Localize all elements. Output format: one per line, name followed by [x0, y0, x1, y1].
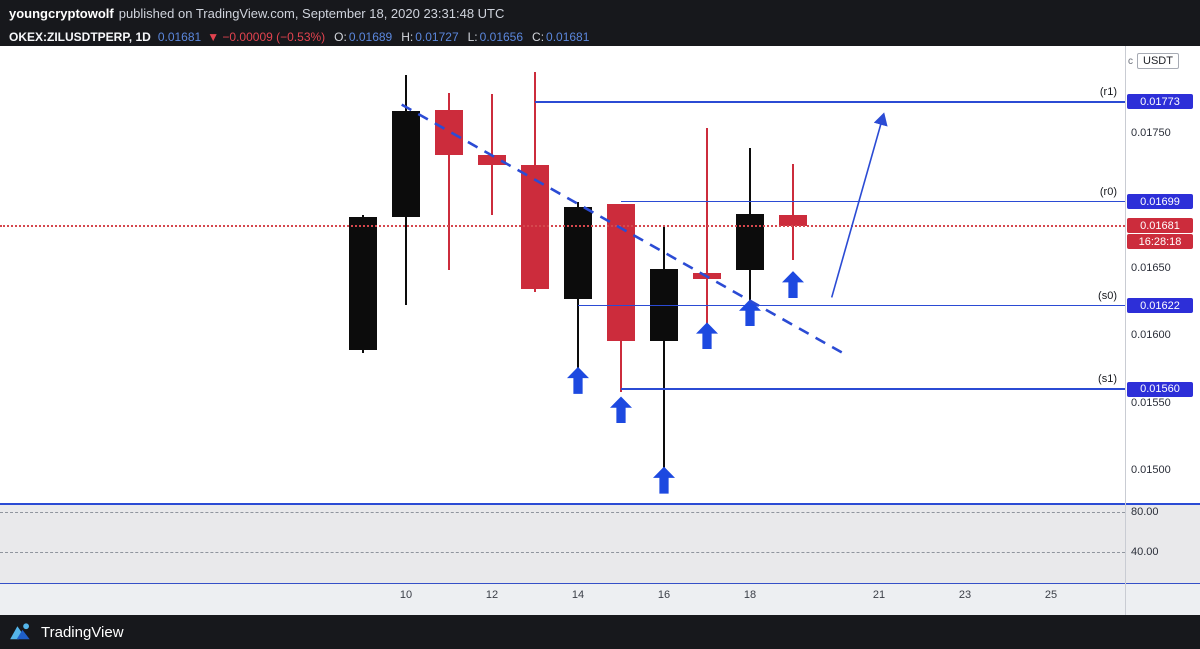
buy-arrow-marker[interactable]: [610, 396, 632, 424]
time-axis-tick: 18: [743, 589, 757, 601]
time-axis-background[interactable]: [0, 583, 1200, 615]
current-price-line: [0, 224, 1125, 227]
price-axis-tick: 0.01550: [1131, 396, 1171, 409]
candle-body[interactable]: [392, 111, 420, 217]
buy-arrow-marker[interactable]: [782, 271, 804, 299]
support-resistance-line[interactable]: [621, 388, 1125, 390]
candle-body[interactable]: [521, 165, 549, 290]
close-value: 0.01681: [546, 29, 590, 44]
indicator-pane-background[interactable]: [0, 505, 1200, 583]
price-axis-tick: 0.01600: [1131, 329, 1171, 342]
pane-separator-line[interactable]: [0, 503, 1200, 505]
time-axis-tick: 25: [1044, 589, 1058, 601]
time-axis-tick: 21: [872, 589, 886, 601]
level-price-label: 0.01773: [1127, 94, 1193, 110]
last-price-value: 0.01681: [157, 29, 202, 44]
level-name-label: (r0): [1099, 185, 1117, 198]
axis-unit-prefix: c: [1128, 55, 1133, 67]
level-name-label: (s0): [1098, 289, 1117, 302]
indicator-axis-tick: 80.00: [1131, 505, 1159, 518]
time-axis-tick: 14: [571, 589, 585, 601]
level-name-label: (r1): [1099, 85, 1117, 98]
support-resistance-line[interactable]: [621, 201, 1125, 203]
price-change-value: ▼ −0.00009 (−0.53%): [207, 29, 326, 44]
candle-body[interactable]: [564, 207, 592, 299]
symbol-info-bar: OKEX:ZILUSDTPERP, 1D 0.01681 ▼ −0.00009 …: [0, 27, 1200, 46]
open-label: O:: [334, 29, 347, 44]
level-price-label: 0.01560: [1127, 381, 1193, 397]
tradingview-logo[interactable]: [8, 621, 34, 643]
author-name[interactable]: youngcryptowolf: [9, 6, 114, 21]
buy-arrow-marker[interactable]: [567, 366, 589, 394]
candle-body[interactable]: [693, 273, 721, 279]
brand-name[interactable]: TradingView: [41, 623, 124, 641]
support-resistance-line[interactable]: [535, 101, 1125, 103]
low-label: L:: [467, 29, 478, 44]
price-axis-separator: [1125, 46, 1126, 615]
buy-arrow-marker[interactable]: [696, 322, 718, 350]
high-value: 0.01727: [415, 29, 459, 44]
buy-arrow-marker[interactable]: [653, 466, 675, 494]
candle-body[interactable]: [478, 154, 506, 166]
symbol-name[interactable]: OKEX:ZILUSDTPERP, 1D: [9, 29, 151, 44]
indicator-axis-tick: 40.00: [1131, 545, 1159, 558]
level-price-label: 0.01699: [1127, 194, 1193, 210]
axis-unit-toggle[interactable]: USDT: [1137, 53, 1179, 69]
low-value: 0.01656: [479, 29, 524, 44]
level-name-label: (s1): [1098, 373, 1117, 386]
price-axis-tick: 0.01500: [1131, 463, 1171, 476]
footer-bar: TradingView: [0, 615, 1200, 649]
time-axis-tick: 10: [399, 589, 413, 601]
price-axis-tick: 0.01650: [1131, 261, 1171, 274]
indicator-level-line: [0, 551, 1125, 553]
time-axis-tick: 16: [657, 589, 671, 601]
publish-header: youngcryptowolf published on TradingView…: [0, 0, 1200, 27]
open-value: 0.01689: [348, 29, 393, 44]
publish-info: published on TradingView.com, September …: [118, 6, 505, 21]
buy-arrow-marker[interactable]: [739, 299, 761, 327]
candle-wick: [792, 163, 794, 260]
time-axis-tick: 23: [958, 589, 972, 601]
time-axis-tick: 12: [485, 589, 499, 601]
indicator-level-line: [0, 511, 1125, 513]
candle-wick: [663, 224, 665, 470]
high-label: H:: [401, 29, 414, 44]
bar-countdown-label: 16:28:18: [1127, 234, 1193, 250]
projection-arrow[interactable]: [830, 112, 888, 298]
support-resistance-line[interactable]: [578, 304, 1125, 307]
candle-body[interactable]: [736, 213, 764, 271]
candle-body[interactable]: [349, 216, 377, 350]
level-price-label: 0.01622: [1127, 298, 1193, 313]
current-price-label: 0.01681: [1127, 218, 1193, 234]
price-axis-tick: 0.01750: [1131, 126, 1171, 139]
trend-annotations: [401, 103, 888, 356]
candle-wick: [706, 127, 708, 330]
close-label: C:: [532, 29, 545, 44]
axis-unit-row: c USDT: [1128, 53, 1179, 69]
candle-body[interactable]: [435, 110, 463, 155]
